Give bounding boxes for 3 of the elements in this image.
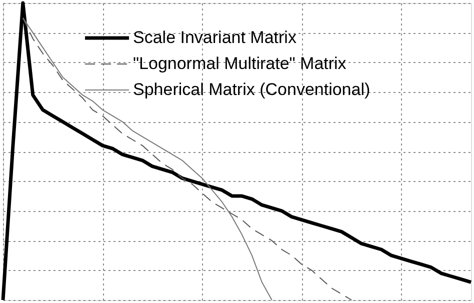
legend-label: Spherical Matrix (Conventional) (133, 80, 370, 99)
legend-label: "Lognormal Multirate" Matrix (133, 54, 347, 73)
legend-label: Scale Invariant Matrix (133, 28, 297, 47)
